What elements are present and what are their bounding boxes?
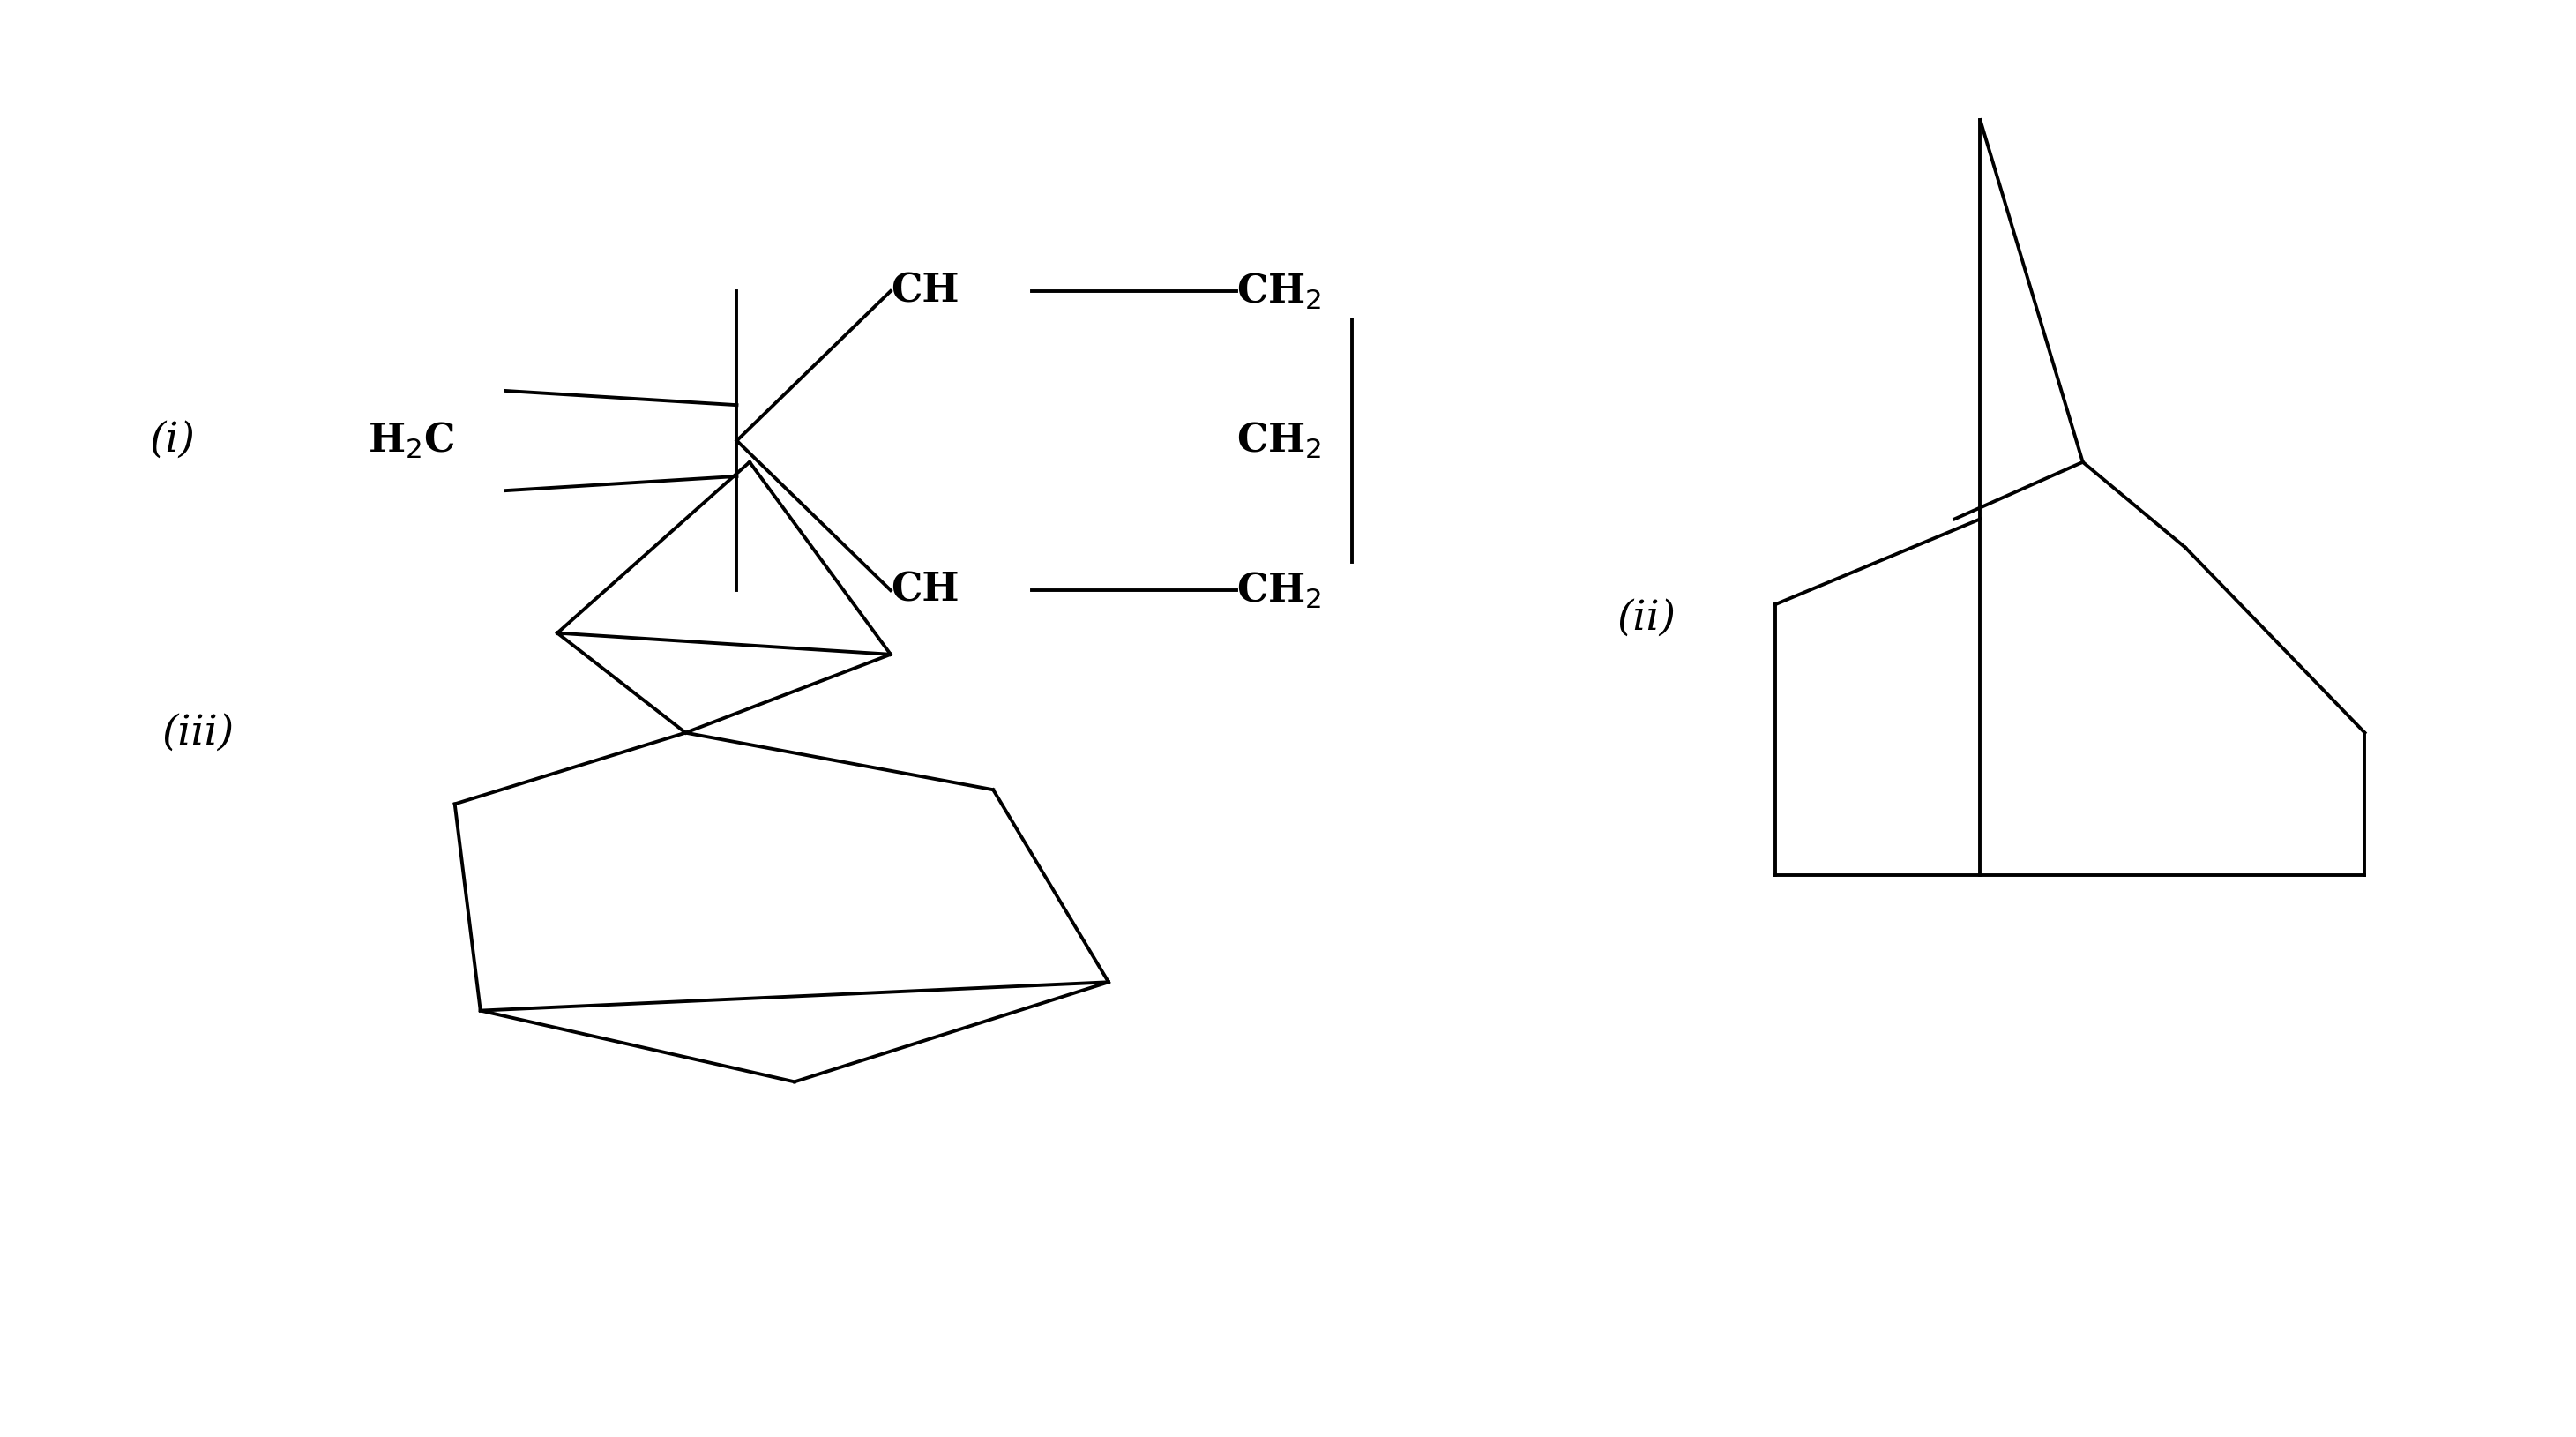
Text: (iii): (iii) [162, 713, 234, 753]
Text: (ii): (ii) [1618, 599, 1677, 638]
Text: CH$_2$: CH$_2$ [1236, 421, 1321, 461]
Text: CH$_2$: CH$_2$ [1236, 570, 1321, 611]
Text: CH: CH [891, 272, 958, 310]
Text: CH$_2$: CH$_2$ [1236, 272, 1321, 310]
Text: CH: CH [891, 572, 958, 609]
Text: H$_2$C: H$_2$C [368, 421, 456, 461]
Text: (i): (i) [149, 421, 196, 461]
